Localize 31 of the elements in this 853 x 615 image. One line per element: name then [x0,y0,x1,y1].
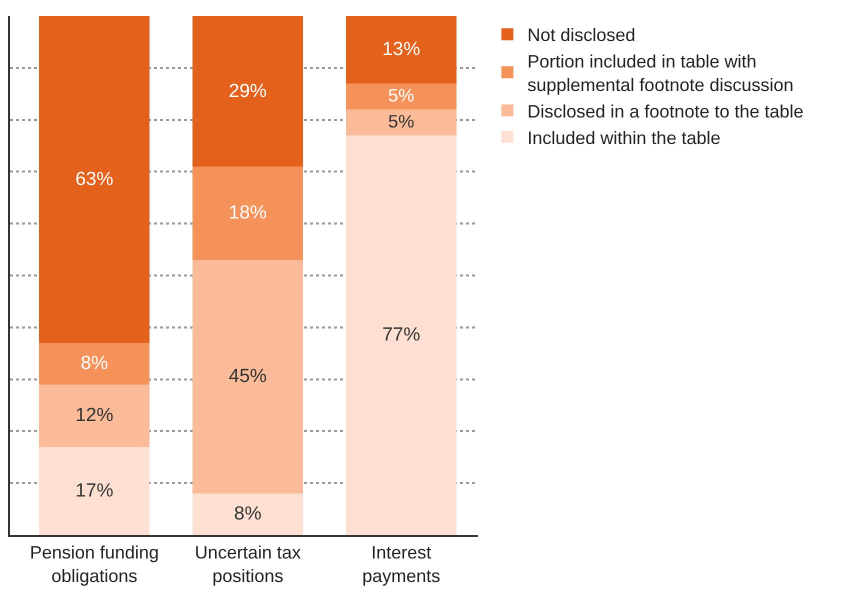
data-label: 63% [75,168,114,190]
bar [192,166,304,260]
bar [39,384,150,447]
legend-label: Included within the table [527,128,720,148]
x-tick-label: Uncertain tax positions [194,542,301,586]
bar [192,493,304,535]
data-label: 5% [388,86,414,106]
bar [346,109,457,136]
data-label: 13% [382,39,420,60]
bar [39,16,150,343]
x-tick-label: Pension funding obligations [30,542,159,586]
bar [346,83,457,110]
data-label: 18% [228,202,267,224]
bar [346,135,457,535]
x-tick-label: Interest payments [362,542,440,586]
data-label: 8% [80,353,108,374]
data-label: 45% [228,366,267,388]
data-label: 77% [382,324,420,346]
bar [192,16,304,167]
legend-label: Disclosed in a footnote to the table [527,101,804,122]
legend-label: Portion included in table with supplemental footnote discussion [527,52,794,96]
legend-label: Not disclosed [527,25,636,46]
data-label: 17% [75,480,114,502]
data-label: 8% [234,504,262,525]
data-label: 29% [228,80,267,102]
data-label: 12% [75,405,114,426]
bar [39,342,150,384]
bar [39,446,150,535]
bar [192,260,304,494]
bar [346,16,457,84]
data-label: 5% [388,112,414,132]
